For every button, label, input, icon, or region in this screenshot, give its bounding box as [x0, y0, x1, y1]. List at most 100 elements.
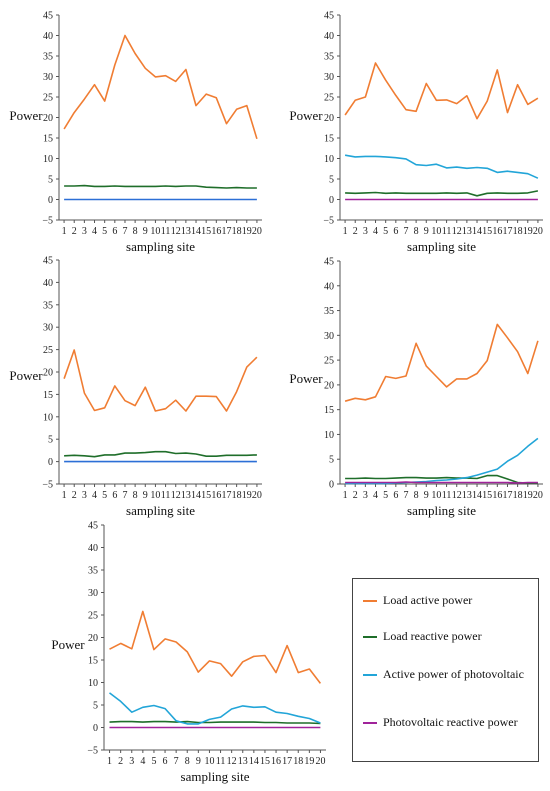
- x-tick-label: 19: [304, 756, 314, 767]
- y-tick-label: 15: [88, 656, 98, 667]
- x-tick-label: 17: [221, 226, 231, 237]
- y-tick-label: 40: [324, 281, 334, 292]
- x-tick-label: 1: [62, 490, 67, 501]
- legend-label: Active power of photovoltaic: [383, 667, 524, 681]
- x-tick-label: 18: [232, 226, 242, 237]
- y-tick-label: 0: [329, 480, 334, 491]
- y-tick-label: 35: [43, 52, 53, 63]
- x-tick-label: 8: [185, 756, 190, 767]
- x-tick-label: 11: [161, 226, 171, 237]
- x-tick-label: 11: [442, 226, 452, 237]
- x-tick-label: 11: [161, 490, 171, 501]
- x-tick-label: 4: [373, 226, 378, 237]
- y-tick-label: 45: [43, 256, 53, 267]
- x-tick-label: 14: [249, 756, 259, 767]
- x-tick-label: 6: [393, 226, 398, 237]
- x-tick-label: 17: [502, 490, 512, 501]
- series-line-load-active-power: [63, 34, 258, 140]
- x-tick-label: 16: [211, 226, 221, 237]
- x-tick-label: 4: [373, 490, 378, 501]
- series-line-active-power-of-photovoltaic: [344, 154, 539, 179]
- y-tick-label: −5: [42, 480, 53, 491]
- series-line-load-reactive-power: [345, 190, 539, 197]
- y-tick-label: 35: [324, 52, 334, 63]
- x-tick-label: 5: [102, 226, 107, 237]
- y-tick-label: 20: [324, 113, 334, 124]
- x-tick-label: 8: [414, 490, 419, 501]
- y-tick-label: 5: [48, 435, 53, 446]
- y-tick-label: 25: [324, 93, 334, 104]
- x-tick-label: 6: [112, 226, 117, 237]
- y-tick-label: 15: [43, 390, 53, 401]
- chart-legend: Load active power Load reactive power Ac…: [352, 578, 539, 762]
- x-tick-label: 16: [271, 756, 281, 767]
- y-tick-label: 35: [43, 300, 53, 311]
- y-tick-label: 25: [43, 93, 53, 104]
- x-tick-label: 16: [211, 490, 221, 501]
- x-tick-label: 17: [282, 756, 292, 767]
- x-tick-label: 1: [343, 226, 348, 237]
- y-axis-label: Power: [51, 637, 85, 652]
- y-tick-label: −5: [87, 746, 98, 757]
- x-tick-label: 8: [414, 226, 419, 237]
- x-tick-label: 7: [122, 226, 127, 237]
- y-tick-label: 40: [43, 278, 53, 289]
- x-axis-label: sampling site: [126, 239, 195, 254]
- x-tick-label: 4: [92, 226, 97, 237]
- x-tick-label: 7: [122, 490, 127, 501]
- x-tick-label: 18: [293, 756, 303, 767]
- x-tick-label: 13: [238, 756, 248, 767]
- y-tick-label: 15: [43, 134, 53, 145]
- x-tick-label: 5: [383, 490, 388, 501]
- x-tick-label: 3: [363, 490, 368, 501]
- x-tick-label: 2: [72, 226, 77, 237]
- x-tick-label: 9: [424, 226, 429, 237]
- x-tick-label: 13: [181, 226, 191, 237]
- x-tick-label: 17: [502, 226, 512, 237]
- x-tick-label: 15: [201, 490, 211, 501]
- legend-swatch-pv-reactive: [363, 722, 377, 724]
- y-tick-label: 20: [88, 633, 98, 644]
- y-axis-label: Power: [289, 108, 323, 123]
- legend-label: Load reactive power: [383, 629, 482, 643]
- series-line-active-power-of-photovoltaic: [345, 437, 539, 485]
- legend-swatch-load-reactive: [363, 636, 377, 638]
- x-tick-label: 16: [492, 490, 502, 501]
- y-tick-label: 10: [324, 430, 334, 441]
- y-tick-label: 30: [88, 588, 98, 599]
- legend-swatch-pv-active: [363, 674, 377, 676]
- y-tick-label: 45: [324, 257, 334, 268]
- x-tick-label: 15: [201, 226, 211, 237]
- x-tick-label: 9: [424, 490, 429, 501]
- y-axis-label: Power: [289, 371, 323, 386]
- x-tick-label: 19: [523, 490, 533, 501]
- x-tick-label: 20: [533, 226, 543, 237]
- x-tick-label: 8: [133, 226, 138, 237]
- x-tick-label: 10: [150, 490, 160, 501]
- y-tick-label: 5: [93, 701, 98, 712]
- x-tick-label: 13: [181, 490, 191, 501]
- y-tick-label: 0: [48, 457, 53, 468]
- y-tick-label: 25: [324, 356, 334, 367]
- series-line-load-reactive-power: [345, 474, 538, 484]
- y-tick-label: −5: [323, 216, 334, 227]
- y-tick-label: 0: [329, 195, 334, 206]
- x-tick-label: 9: [143, 226, 148, 237]
- y-tick-label: 30: [324, 331, 334, 342]
- y-tick-label: 20: [324, 380, 334, 391]
- y-tick-label: 10: [88, 678, 98, 689]
- x-tick-label: 20: [315, 756, 325, 767]
- x-tick-label: 20: [252, 490, 262, 501]
- x-axis-label: sampling site: [126, 503, 195, 518]
- x-tick-label: 2: [72, 490, 77, 501]
- series-line-load-active-power: [63, 349, 258, 412]
- x-tick-label: 19: [242, 226, 252, 237]
- x-tick-label: 12: [452, 226, 462, 237]
- x-tick-label: 7: [403, 490, 408, 501]
- x-tick-label: 19: [242, 490, 252, 501]
- y-tick-label: 15: [324, 134, 334, 145]
- x-tick-label: 9: [196, 756, 201, 767]
